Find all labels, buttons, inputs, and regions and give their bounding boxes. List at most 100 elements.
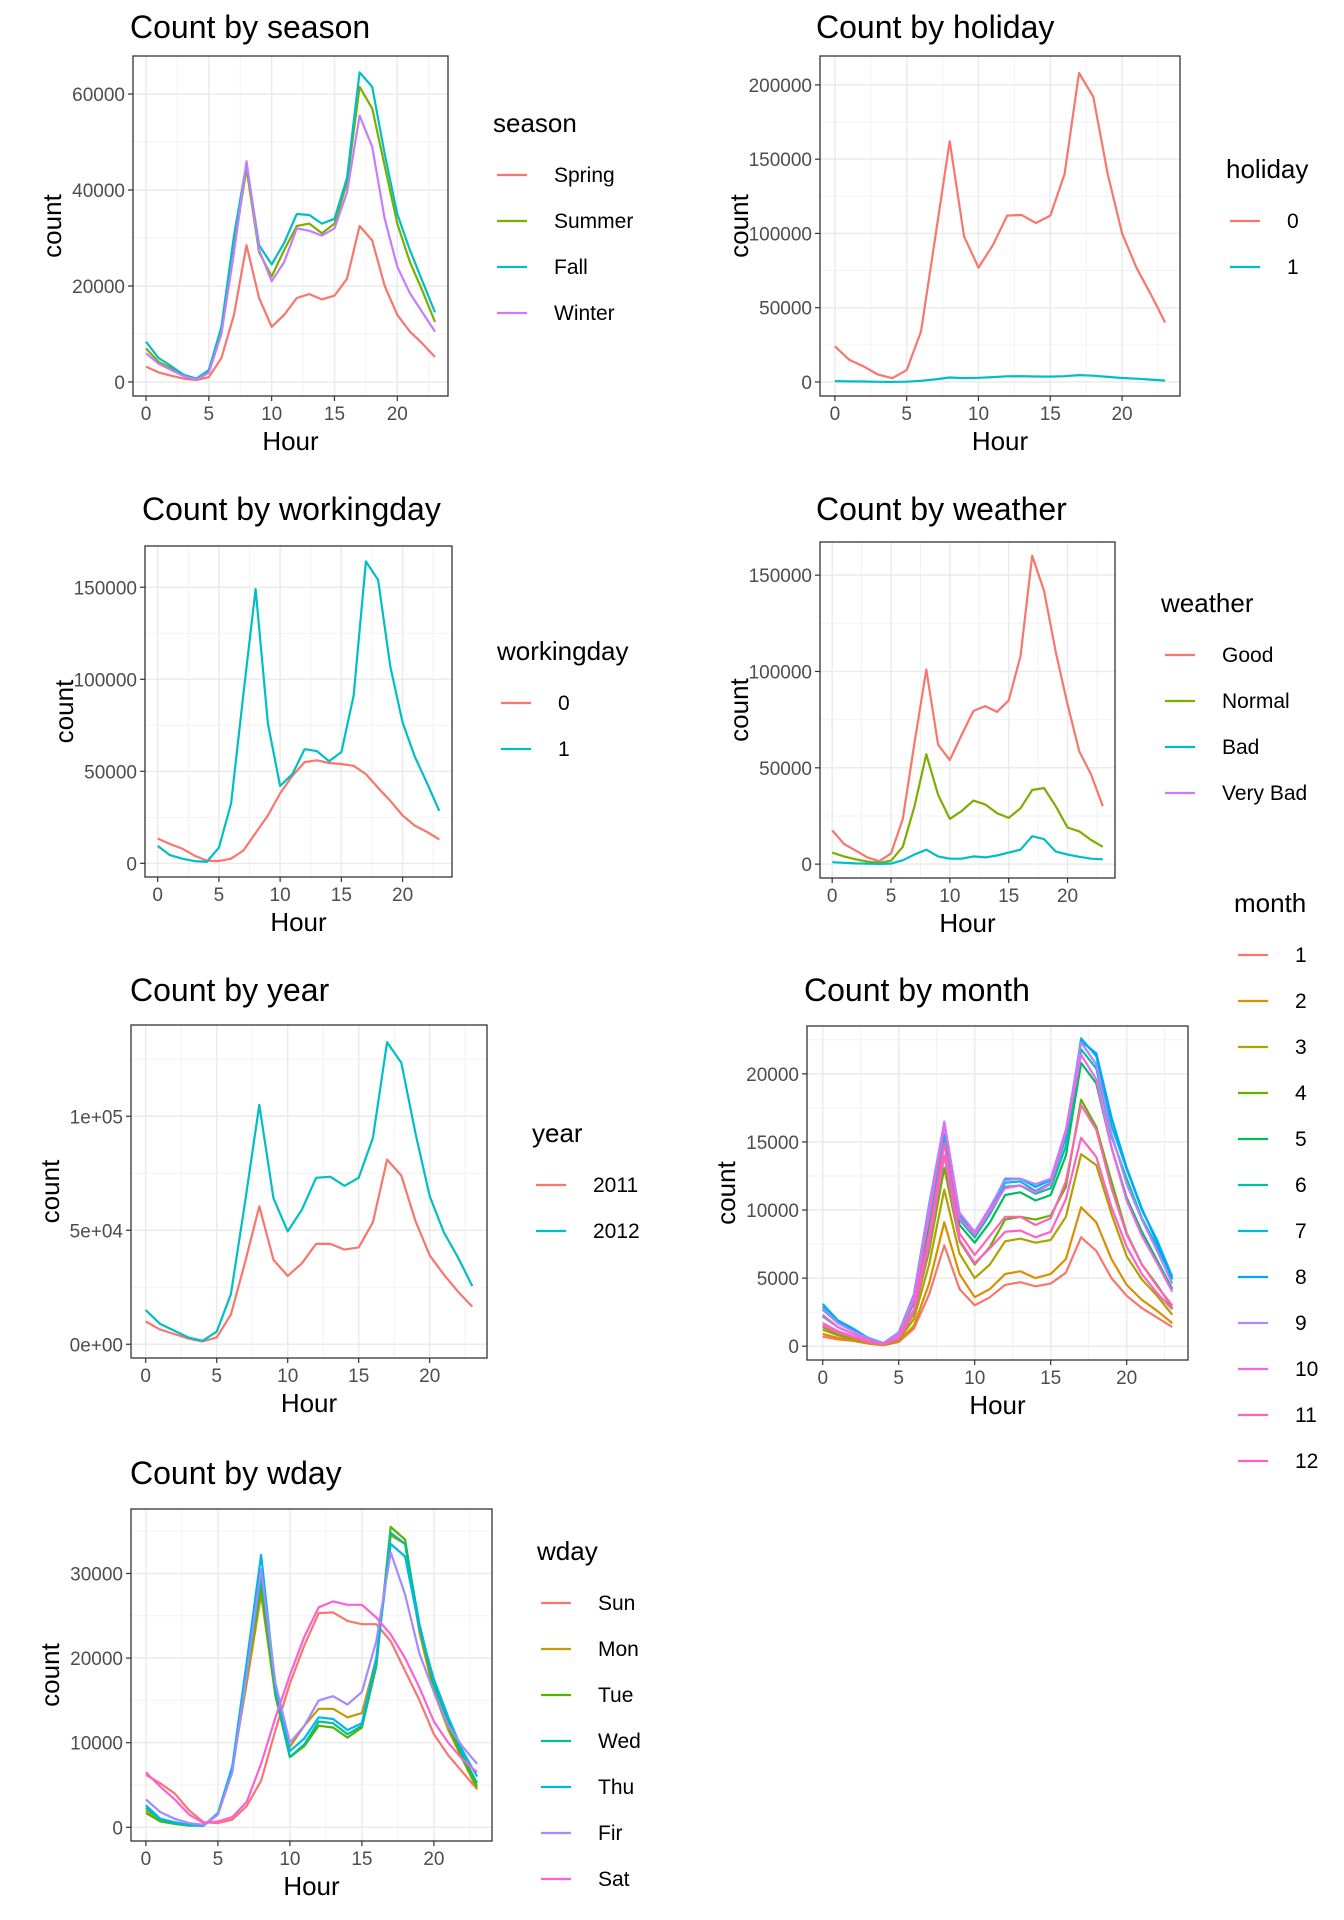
x-tick-label: 20 <box>1111 404 1132 425</box>
legend-label: Bad <box>1222 736 1259 759</box>
x-tick-label: 15 <box>1040 404 1061 425</box>
x-tick-label: 15 <box>1040 1368 1061 1389</box>
x-axis-title: Hour <box>262 426 319 456</box>
x-axis-title: Hour <box>972 426 1029 456</box>
x-axis-title: Hour <box>969 1390 1026 1420</box>
legend-label: Mon <box>598 1638 639 1661</box>
legend: weather Good Normal Bad Very Bad <box>1160 588 1307 805</box>
x-axis-title: Hour <box>283 1871 340 1901</box>
legend-title: month <box>1234 888 1306 918</box>
series-line <box>157 560 441 864</box>
legend: wday Sun Mon Tue Wed Thu Fir Sat <box>536 1536 641 1891</box>
chart-panel: 0 5 10 15 20 0 50000 100000 150000 Count by weath… <box>724 491 1307 938</box>
legend-title: weather <box>1160 588 1254 618</box>
x-tick-label: 10 <box>261 404 282 425</box>
legend-label: 3 <box>1295 1036 1307 1059</box>
chart-panel: 0 5 10 15 20 0 10000 20000 30000 Count by wday Hou… <box>35 1455 641 1901</box>
x-tick-label: 10 <box>277 1366 298 1387</box>
panel-border <box>132 55 449 397</box>
legend-label: Tue <box>598 1684 633 1707</box>
legend-label: Sat <box>598 1868 630 1891</box>
x-tick-label: 15 <box>351 1849 372 1870</box>
x-tick-label: 10 <box>968 404 989 425</box>
legend-label: 5 <box>1295 1128 1307 1151</box>
x-tick-label: 5 <box>213 1849 224 1870</box>
legend-label: Very Bad <box>1222 782 1307 805</box>
y-tick-label: 30000 <box>70 1564 123 1585</box>
series-line <box>832 835 1103 866</box>
panel-border <box>130 1508 493 1842</box>
legend-label: 1 <box>1287 256 1299 279</box>
x-tick-label: 5 <box>214 885 225 906</box>
panel-border <box>130 1024 488 1359</box>
legend-label: Sun <box>598 1592 635 1615</box>
legend-label: 6 <box>1295 1174 1307 1197</box>
y-tick-label: 1e+05 <box>70 1107 123 1128</box>
y-tick-label: 5e+04 <box>70 1221 124 1242</box>
chart-panel: 0 5 10 15 20 0 20000 40000 60000 Count by season H… <box>37 9 633 456</box>
legend: workingday 0 1 <box>496 636 629 761</box>
series-line <box>831 753 1104 864</box>
y-tick-label: 5000 <box>757 1269 799 1290</box>
x-tick-label: 0 <box>141 404 152 425</box>
panel-border <box>144 545 453 878</box>
legend-label: 0 <box>558 692 570 715</box>
legend-label: Fir <box>598 1822 623 1845</box>
y-tick-label: 0 <box>114 373 125 394</box>
x-tick-label: 0 <box>141 1849 152 1870</box>
legend-label: Winter <box>554 302 615 325</box>
legend-label: 10 <box>1295 1358 1318 1381</box>
x-axis-title: Hour <box>281 1388 338 1418</box>
x-tick-label: 20 <box>392 885 413 906</box>
legend-label: 12 <box>1295 1450 1318 1473</box>
y-tick-label: 50000 <box>759 759 812 780</box>
legend-title: season <box>493 108 577 138</box>
y-tick-label: 10000 <box>70 1734 123 1755</box>
x-tick-label: 5 <box>901 404 912 425</box>
chart-title: Count by weather <box>816 491 1067 527</box>
y-axis-title: count <box>711 1160 741 1224</box>
y-axis-title: count <box>724 677 754 741</box>
x-tick-label: 10 <box>270 885 291 906</box>
x-tick-label: 0 <box>830 404 841 425</box>
plot-background <box>131 1509 492 1841</box>
legend-title: workingday <box>496 636 629 666</box>
legend-label: 2 <box>1295 990 1307 1013</box>
legend-label: Summer <box>554 210 633 233</box>
y-tick-label: 20000 <box>72 277 125 298</box>
x-tick-label: 10 <box>964 1368 985 1389</box>
panel-border <box>819 55 1181 397</box>
series-line <box>831 554 1104 863</box>
x-tick-label: 10 <box>279 1849 300 1870</box>
y-tick-label: 200000 <box>749 76 812 97</box>
chart-title: Count by month <box>804 972 1030 1008</box>
chart-title: Count by holiday <box>816 9 1054 45</box>
x-tick-label: 0 <box>827 886 838 907</box>
legend: holiday 0 1 <box>1226 154 1308 279</box>
y-tick-label: 15000 <box>746 1133 799 1154</box>
chart-title: Count by workingday <box>142 491 441 527</box>
y-tick-label: 50000 <box>759 299 812 320</box>
series-line <box>145 1600 478 1825</box>
chart-panel: 0 5 10 15 20 0e+00 5e+04 1e+05 Count by year Hour… <box>35 972 640 1418</box>
legend-title: wday <box>536 1536 598 1566</box>
legend-label: Wed <box>598 1730 641 1753</box>
y-tick-label: 150000 <box>749 150 812 171</box>
y-axis-title: count <box>35 1642 65 1706</box>
x-tick-label: 15 <box>324 404 345 425</box>
y-tick-label: 0 <box>126 854 137 875</box>
y-tick-label: 100000 <box>749 662 812 683</box>
x-axis-title: Hour <box>270 907 327 937</box>
x-tick-label: 20 <box>387 404 408 425</box>
x-tick-label: 0 <box>140 1366 151 1387</box>
x-tick-label: 5 <box>204 404 215 425</box>
x-tick-label: 15 <box>331 885 352 906</box>
y-tick-label: 100000 <box>74 670 137 691</box>
panel-border <box>806 1025 1189 1361</box>
x-tick-label: 5 <box>893 1368 904 1389</box>
y-axis-title: count <box>49 679 79 743</box>
